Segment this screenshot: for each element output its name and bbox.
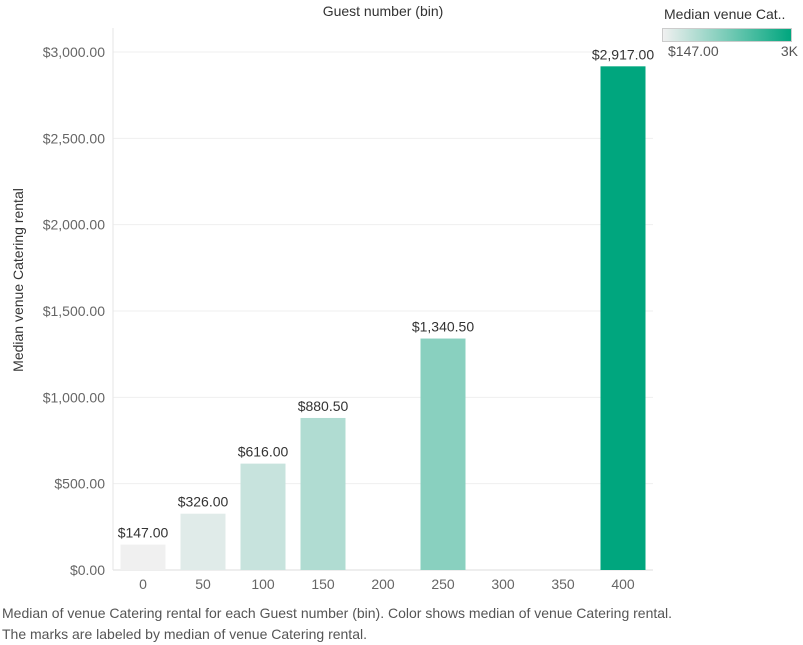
y-tick-label: $1,500.00 — [43, 303, 105, 319]
bars — [120, 66, 646, 571]
x-tick-label: 50 — [195, 576, 211, 592]
y-tick-label: $2,500.00 — [43, 130, 105, 146]
x-tick-label: 350 — [551, 576, 575, 592]
x-axis-title: Guest number (bin) — [323, 3, 444, 19]
chart-caption: Median of venue Catering rental for each… — [2, 605, 673, 642]
data-label: $326.00 — [178, 494, 229, 510]
y-tick-label: $1,000.00 — [43, 389, 105, 405]
x-tick-label: 200 — [371, 576, 395, 592]
x-tick-label: 300 — [491, 576, 515, 592]
data-label: $616.00 — [238, 444, 289, 460]
bar — [120, 544, 166, 570]
x-axis: 0 50 100 150 200 250 300 350 400 — [139, 576, 635, 592]
x-tick-label: 400 — [611, 576, 635, 592]
x-tick-label: 250 — [431, 576, 455, 592]
data-label: $2,917.00 — [592, 46, 654, 62]
color-legend: Median venue Cat.. $147.00 3K — [662, 6, 802, 61]
y-axis-title: Median venue Catering rental — [10, 188, 26, 372]
bar-chart: Guest number (bin) Median venue Catering… — [10, 3, 655, 592]
x-tick-label: 150 — [311, 576, 335, 592]
data-label: $147.00 — [118, 525, 169, 541]
data-label: $1,340.50 — [412, 319, 474, 335]
data-label: $880.50 — [298, 398, 349, 414]
bar — [300, 417, 346, 570]
x-tick-label: 100 — [251, 576, 275, 592]
data-labels: $147.00 $326.00 $616.00 $880.50 $1,340.50 $2,… — [118, 46, 655, 540]
legend-max-label: 3K — [780, 43, 798, 59]
bar — [600, 66, 646, 571]
y-axis: $0.00 $500.00 $1,000.00 $1,500.00 $2,000.00 $… — [43, 44, 106, 578]
bar — [420, 338, 466, 570]
gridlines — [112, 28, 653, 571]
y-tick-label: $2,000.00 — [43, 217, 105, 233]
bar — [180, 513, 226, 570]
x-tick-label: 0 — [139, 576, 147, 592]
bar — [240, 463, 286, 570]
y-tick-label: $3,000.00 — [43, 44, 105, 60]
y-tick-label: $0.00 — [70, 562, 105, 578]
y-tick-label: $500.00 — [54, 476, 105, 492]
legend-title: Median venue Cat.. — [664, 6, 786, 22]
legend-min-label: $147.00 — [668, 43, 719, 59]
legend-color-ramp — [662, 28, 792, 42]
